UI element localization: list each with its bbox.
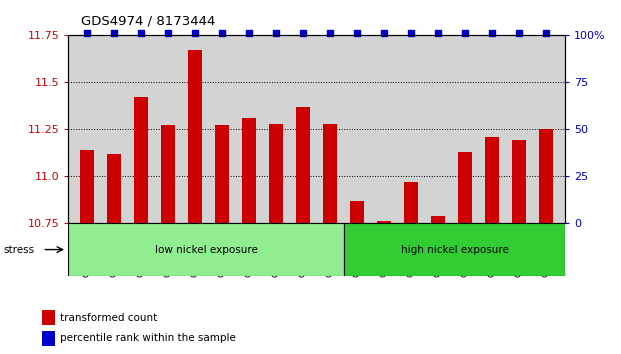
Bar: [458, 152, 472, 223]
Text: low nickel exposure: low nickel exposure: [155, 245, 258, 255]
Point: [136, 30, 146, 36]
Bar: [161, 125, 175, 223]
Text: GDS4974 / 8173444: GDS4974 / 8173444: [81, 14, 215, 27]
Point: [379, 30, 389, 36]
Point: [325, 30, 335, 36]
Bar: [68, 223, 344, 276]
Point: [298, 30, 308, 36]
Bar: [540, 129, 553, 223]
Point: [460, 30, 470, 36]
Text: high nickel exposure: high nickel exposure: [401, 245, 509, 255]
Point: [190, 30, 200, 36]
Point: [542, 30, 551, 36]
Bar: [242, 118, 256, 223]
Point: [271, 30, 281, 36]
Point: [244, 30, 254, 36]
Bar: [135, 97, 148, 223]
Bar: [324, 124, 337, 223]
Bar: [512, 141, 526, 223]
Bar: [296, 107, 310, 223]
Point: [406, 30, 416, 36]
Bar: [42, 310, 55, 325]
Point: [514, 30, 524, 36]
Bar: [81, 150, 94, 223]
Point: [433, 30, 443, 36]
Bar: [486, 137, 499, 223]
Point: [163, 30, 173, 36]
Point: [217, 30, 227, 36]
Point: [109, 30, 119, 36]
Bar: [344, 223, 565, 276]
Text: percentile rank within the sample: percentile rank within the sample: [60, 333, 236, 343]
Text: transformed count: transformed count: [60, 313, 157, 323]
Bar: [188, 50, 202, 223]
Bar: [107, 154, 121, 223]
Point: [487, 30, 497, 36]
Bar: [378, 221, 391, 223]
Bar: [270, 124, 283, 223]
Point: [352, 30, 362, 36]
Bar: [42, 331, 55, 346]
Bar: [432, 216, 445, 223]
Bar: [350, 200, 364, 223]
Point: [82, 30, 92, 36]
Text: stress: stress: [3, 245, 34, 255]
Bar: [215, 125, 229, 223]
Bar: [404, 182, 418, 223]
